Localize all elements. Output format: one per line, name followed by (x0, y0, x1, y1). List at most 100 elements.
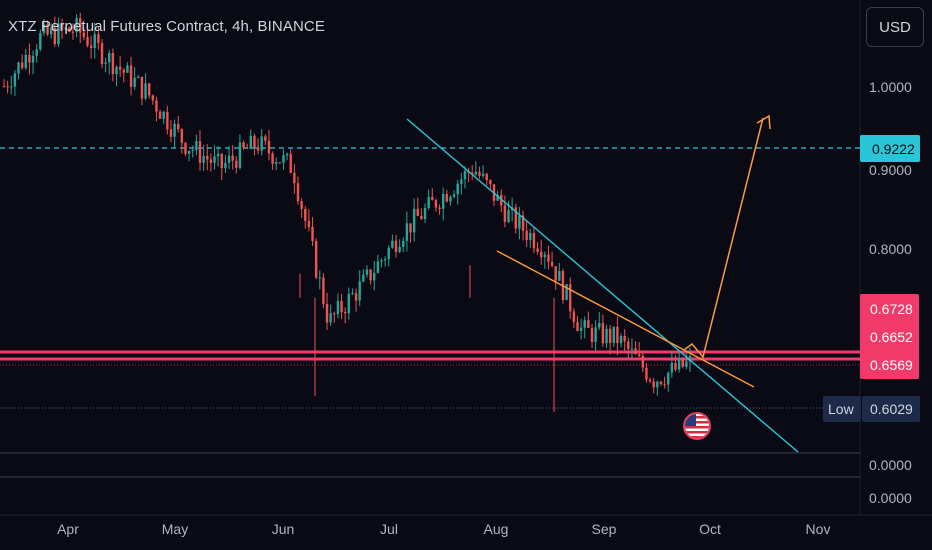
candle-body (376, 261, 380, 273)
candle-body (645, 367, 648, 380)
candle-body (10, 86, 13, 88)
candle-body (394, 240, 398, 252)
candle-body (416, 208, 419, 216)
candle-body (423, 207, 427, 220)
low-tag-label: Low (828, 401, 855, 417)
candle-body (667, 372, 670, 385)
candle-body (496, 194, 499, 201)
candle-body (31, 55, 35, 63)
candle-body (605, 328, 608, 344)
candle-body (358, 281, 361, 301)
candle-body (300, 201, 303, 209)
candle-body (285, 153, 289, 156)
candle-body (209, 159, 213, 163)
x-tick-label: May (162, 521, 188, 537)
us-flag-icon[interactable] (683, 412, 711, 440)
candle-body (151, 95, 155, 101)
candle-body (104, 62, 107, 64)
candle-body (213, 156, 216, 163)
breakout-projection-arrow[interactable] (683, 117, 764, 359)
x-tick-label: Jun (272, 521, 295, 537)
candle-body (64, 27, 67, 30)
candle-body (307, 220, 311, 227)
candle-body (184, 142, 187, 154)
candle-body (518, 215, 521, 229)
candle-body (187, 150, 191, 154)
x-tick-label: Aug (484, 521, 509, 537)
candle-body (420, 215, 423, 220)
wedge-lower-line[interactable] (496, 250, 755, 388)
descending-trendline[interactable] (406, 118, 799, 453)
candle-body (314, 240, 318, 278)
candle-body (343, 312, 347, 314)
low-tag-label-box[interactable] (823, 396, 861, 422)
candle-body (601, 323, 605, 344)
candle-body (616, 326, 619, 344)
price-tag-resistance[interactable] (860, 135, 920, 162)
candle-body (529, 232, 532, 240)
candle-body (550, 261, 554, 267)
candle-body (449, 196, 452, 202)
candle-body (329, 313, 332, 323)
candle-body (126, 65, 129, 73)
candle-body (242, 142, 245, 148)
candle-body (402, 240, 405, 247)
candle-body (322, 277, 325, 305)
candle-body (387, 247, 390, 260)
candle-body (115, 66, 118, 75)
candle-body (351, 293, 354, 295)
candle-body (659, 381, 663, 385)
candle-body (336, 300, 340, 315)
candle-body (46, 24, 49, 35)
time-axis[interactable]: Apr May Jun Jul Aug Sep Oct Nov (57, 521, 830, 537)
candle-body (594, 327, 597, 342)
candle-body (79, 18, 82, 33)
candle-body (35, 49, 38, 56)
x-tick-label: Jul (380, 521, 398, 537)
candle-body (405, 223, 409, 241)
candle-body (118, 66, 122, 70)
price-tag-support-group[interactable] (860, 294, 919, 379)
candle-body (57, 23, 60, 45)
candle-body (53, 27, 57, 45)
low-tag-value-box[interactable] (862, 396, 920, 422)
candle-body (227, 155, 231, 163)
candle-body (39, 32, 42, 50)
candle-body (238, 142, 242, 168)
price-tag-support-1-value: 0.6728 (870, 301, 913, 317)
candle-body (685, 361, 688, 367)
candle-body (572, 311, 576, 323)
x-tick-label: Oct (699, 521, 721, 537)
currency-button[interactable]: USD (866, 7, 924, 47)
candle-body (162, 111, 165, 119)
candle-body (68, 27, 71, 32)
candle-body (256, 147, 260, 151)
candle-body (409, 223, 412, 233)
candle-body (275, 162, 278, 164)
candle-body (641, 355, 645, 368)
candle-body (169, 129, 173, 137)
candle-body (137, 76, 140, 78)
candle-body (637, 354, 641, 356)
candle-body (354, 293, 358, 301)
arrow-head (756, 114, 771, 130)
candle-body (224, 162, 227, 169)
candle-body (536, 248, 539, 252)
candle-body (28, 55, 31, 63)
candle-body (681, 357, 684, 367)
candle-body (195, 141, 198, 151)
candle-body (663, 384, 666, 386)
candle-body (216, 153, 220, 157)
candle-body (75, 18, 78, 32)
candle-body (235, 160, 238, 168)
candle-body (569, 284, 572, 312)
y-tick-label: 0.0000 (869, 490, 912, 506)
candle-body (347, 293, 351, 314)
candle-body (543, 254, 547, 258)
y-tick-label: 0.0000 (869, 457, 912, 473)
candle-body (133, 77, 136, 87)
y-tick-label: 1.0000 (869, 79, 912, 95)
candle-body (13, 73, 17, 87)
y-tick-label: 0.8000 (869, 241, 912, 257)
